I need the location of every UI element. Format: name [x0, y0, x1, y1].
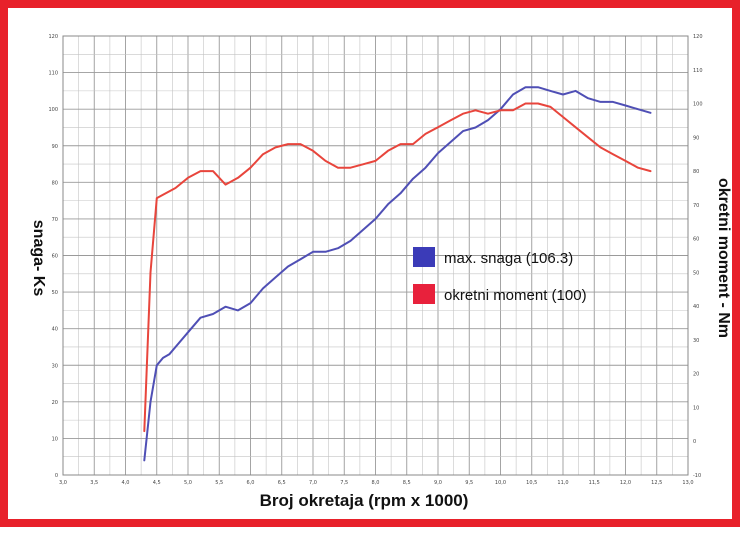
x-tick-label: 6,5: [278, 480, 286, 486]
grid: [62, 35, 689, 476]
x-tick-label: 13,0: [682, 480, 693, 486]
right-tick-label: 10: [693, 405, 699, 411]
x-tick-label: 6,0: [247, 480, 255, 486]
legend-label-power: max. snaga (106.3): [444, 250, 573, 267]
left-tick-label: 70: [52, 217, 58, 223]
x-tick-label: 8,5: [403, 480, 411, 486]
x-tick-label: 11,5: [589, 480, 600, 486]
right-tick-label: 60: [693, 237, 699, 243]
right-tick-label: 120: [693, 34, 703, 40]
left-tick-label: 90: [52, 144, 58, 150]
left-tick-label: 0: [55, 473, 58, 479]
x-tick-label: 7,5: [340, 480, 348, 486]
x-tick-label: 5,0: [184, 480, 192, 486]
left-tick-label: 120: [48, 34, 58, 40]
x-tick-label: 5,5: [215, 480, 223, 486]
right-tick-label: 90: [693, 135, 699, 141]
x-tick-label: 3,0: [59, 480, 67, 486]
legend-swatch-torque: [413, 284, 435, 304]
x-tick-label: 4,0: [122, 480, 130, 486]
left-tick-label: 50: [52, 290, 58, 296]
x-tick-label: 10,0: [495, 480, 506, 486]
right-tick-label: 100: [693, 102, 703, 108]
x-tick-label: 7,0: [309, 480, 317, 486]
legend-swatch-power: [413, 247, 435, 267]
right-tick-label: -10: [693, 473, 701, 479]
plot-border: [62, 35, 689, 476]
left-axis-title: snaga- Ks: [30, 220, 47, 297]
right-tick-label: 50: [693, 270, 699, 276]
x-tick-label: 4,5: [153, 480, 161, 486]
left-tick-label: 40: [52, 327, 58, 333]
left-tick-label: 80: [52, 180, 58, 186]
left-tick-label: 30: [52, 363, 58, 369]
left-tick-label: 10: [52, 436, 58, 442]
series-line-torque: [143, 102, 652, 433]
right-tick-label: 80: [693, 169, 699, 175]
x-tick-label: 9,0: [434, 480, 442, 486]
x-tick-label: 10,5: [526, 480, 537, 486]
legend-label-torque: okretni moment (100): [444, 287, 587, 304]
series-line-power: [143, 86, 652, 462]
right-axis-title: okretni moment - Nm: [715, 178, 732, 338]
series-lines: [143, 86, 652, 462]
x-tick-label: 8,0: [372, 480, 380, 486]
right-tick-label: 40: [693, 304, 699, 310]
x-tick-label: 11,0: [557, 480, 568, 486]
right-tick-label: 30: [693, 338, 699, 344]
x-tick-label: 12,0: [620, 480, 631, 486]
left-tick-label: 100: [48, 107, 58, 113]
right-tick-label: 70: [693, 203, 699, 209]
right-tick-label: 20: [693, 372, 699, 378]
x-tick-label: 12,5: [651, 480, 662, 486]
tick-labels: 3,0 3,5 4,0 4,5 5,0 5,5 6,0 6,5 7,0 7,5 8,0 8,5 9,0 9…: [48, 34, 702, 486]
x-tick-label: 9,5: [465, 480, 473, 486]
right-tick-label: 0: [693, 439, 696, 445]
left-tick-label: 20: [52, 400, 58, 406]
right-tick-label: 110: [693, 68, 703, 74]
power-torque-chart: 3,0 3,5 4,0 4,5 5,0 5,5 6,0 6,5 7,0 7,5 8,0 8,5 9,0 9…: [30, 34, 732, 510]
left-tick-label: 60: [52, 254, 58, 260]
x-axis-title: Broj okretaja (rpm x 1000): [260, 491, 469, 510]
left-tick-label: 110: [48, 71, 58, 77]
x-tick-label: 3,5: [90, 480, 98, 486]
